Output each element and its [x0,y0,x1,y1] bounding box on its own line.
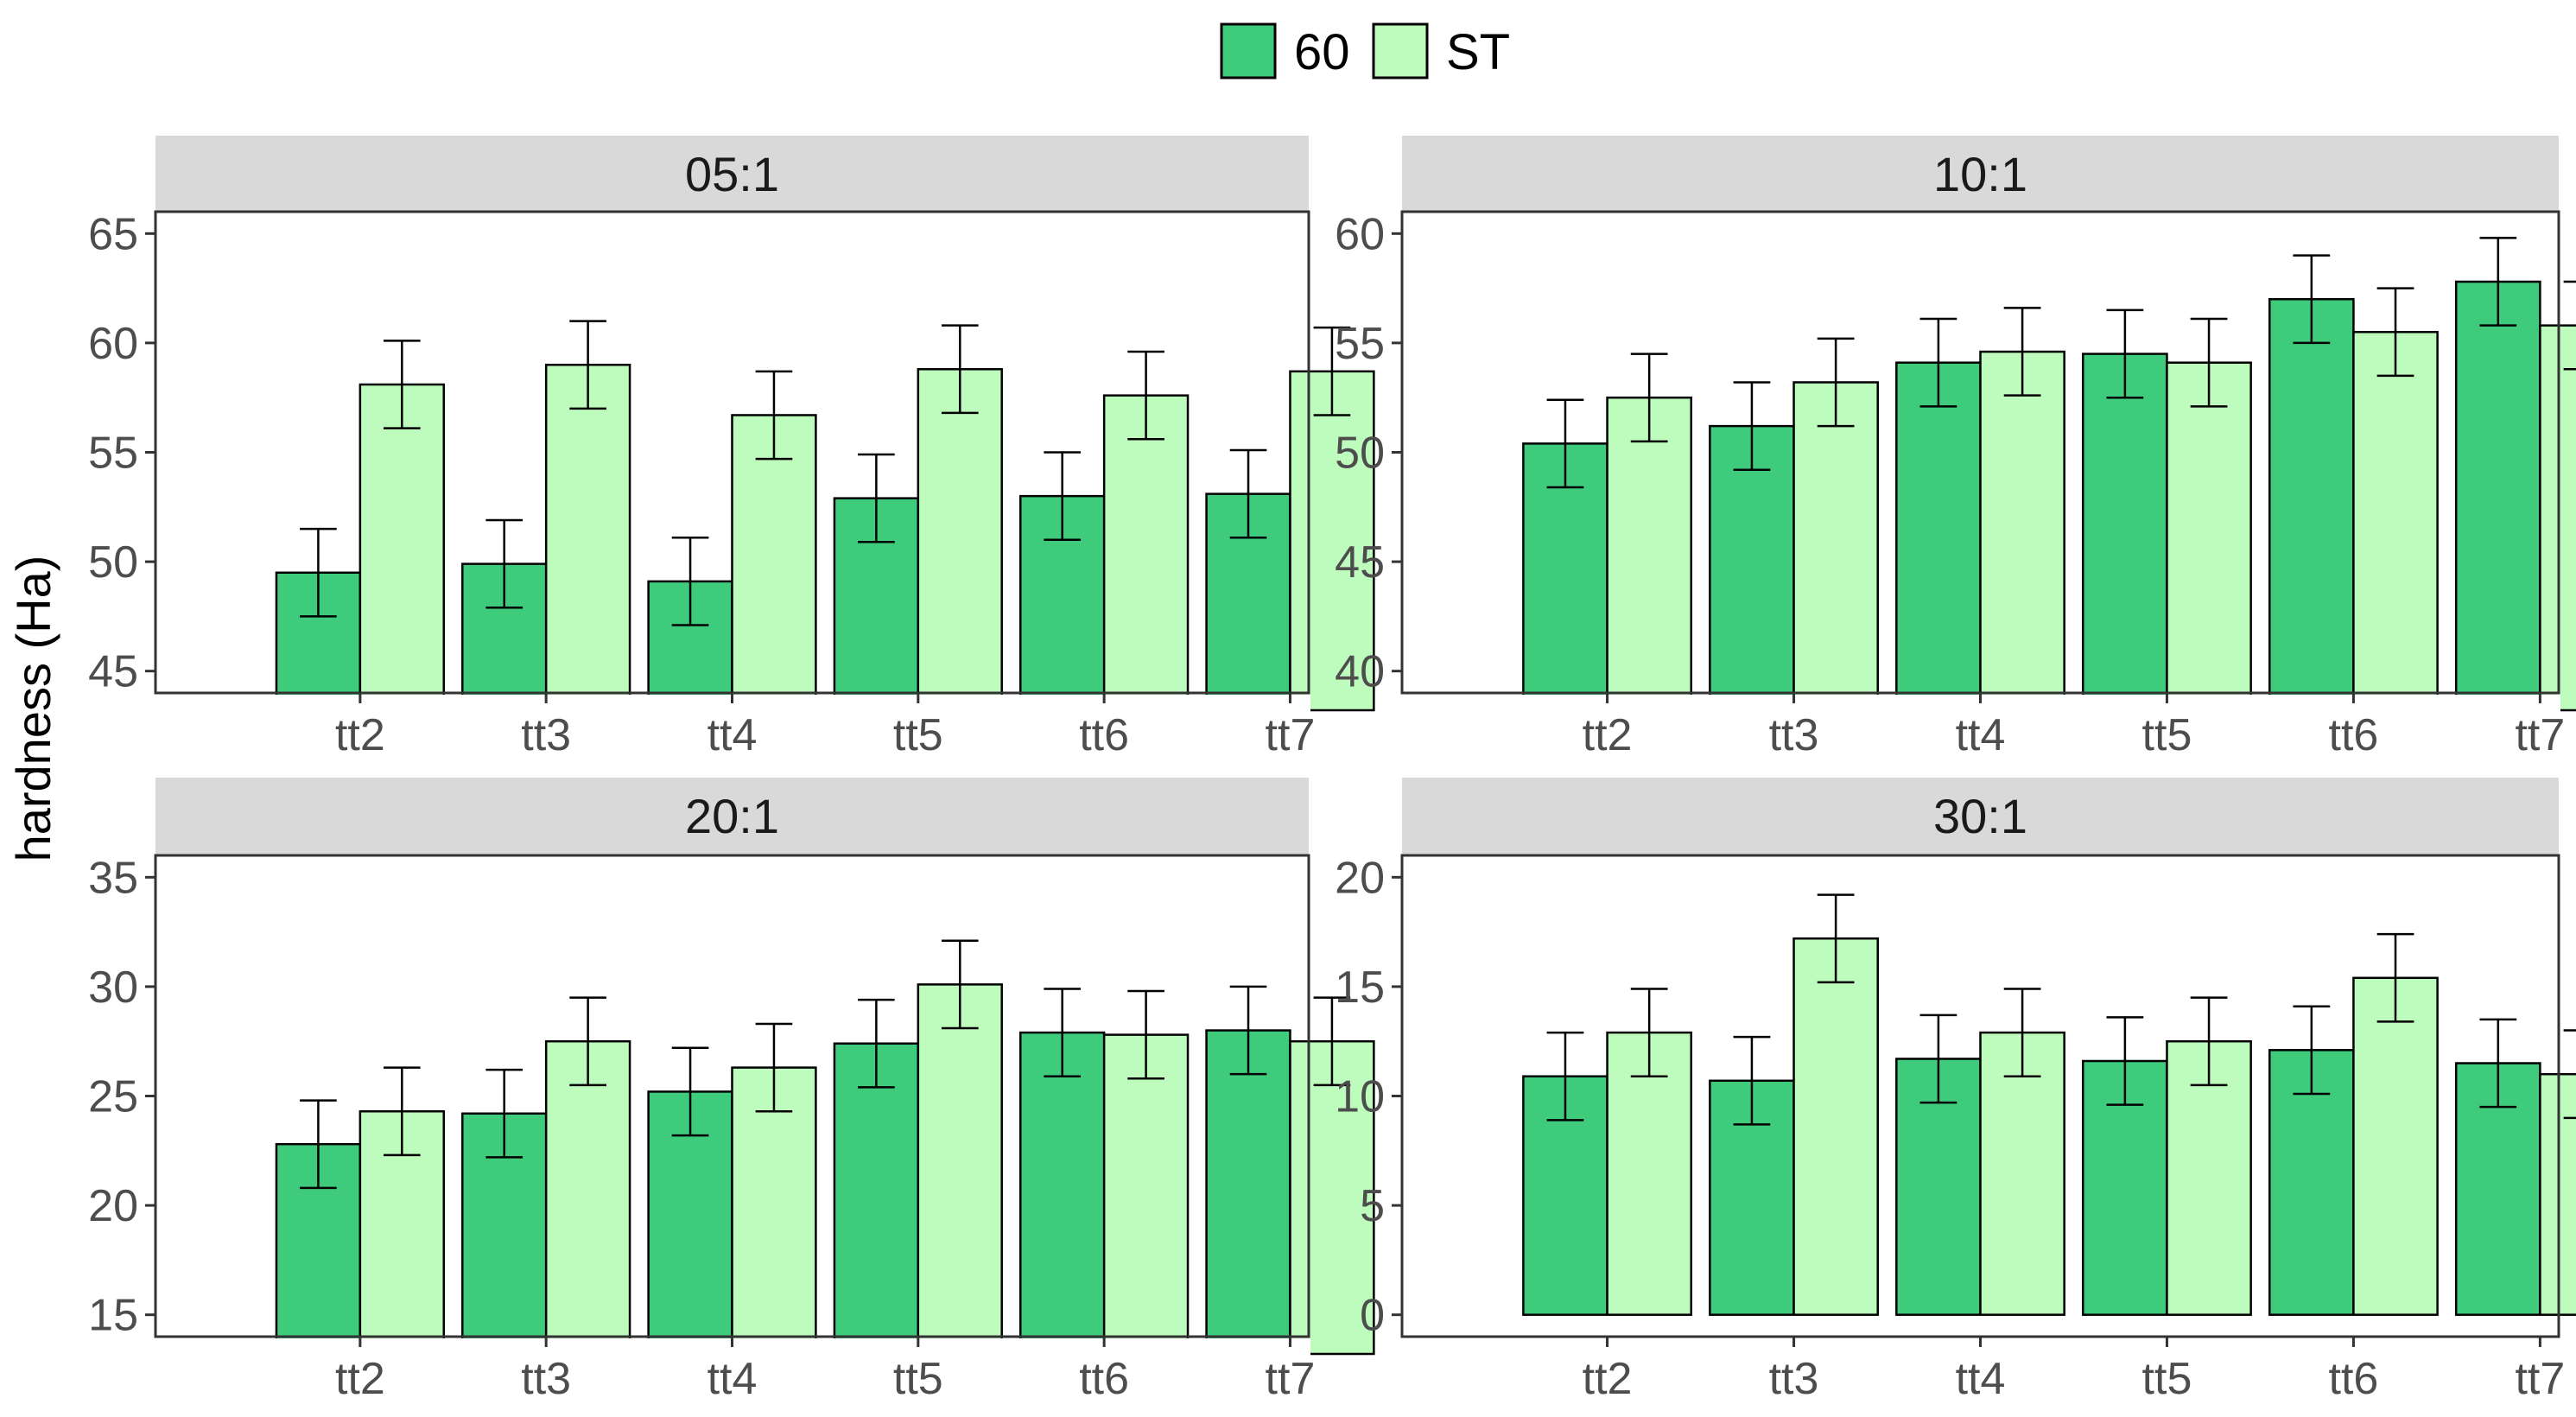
bar-ST-tt6 [2352,976,2439,1316]
y-tick-label: 15 [88,1291,138,1341]
y-tick-label: 5 [1360,1181,1385,1231]
bar-ST-tt6 [2352,331,2439,712]
x-tick-label: tt3 [521,710,571,760]
y-tick-label: 50 [88,537,138,588]
y-tick-label: 55 [88,429,138,479]
panel-2: 10:1 40 45 50 55 60 tt2 tt3 tt4 tt5 tt6 tt7 [1335,136,2576,760]
bar-60-tt7 [1205,1029,1291,1356]
y-tick-label: 35 [88,853,138,903]
y-tick-label: 60 [1335,209,1385,259]
bar-60-tt3 [1709,424,1795,712]
bar-60-tt7 [2454,280,2541,712]
bar-ST-tt5 [2166,361,2252,712]
x-tick-label: tt6 [2329,710,2379,760]
x-tick-label: tt4 [707,710,758,760]
x-tick-label: tt5 [2142,710,2192,760]
bar-ST-tt5 [917,983,1003,1356]
panel-1: 05:1 45 50 55 60 65 tt2 tt3 tt4 tt5 tt6 tt7 [88,136,1375,760]
x-tick-label: tt3 [1769,1354,1819,1404]
bar-ST-tt4 [731,1066,817,1356]
bar-60-tt5 [2082,353,2168,712]
facet-title: 05:1 [685,147,779,201]
bar-ST-tt3 [544,1039,631,1356]
y-tick-label: 65 [88,209,138,259]
legend-key-ST [1372,22,1429,79]
x-tick-label: tt2 [335,1354,385,1404]
y-tick-label: 55 [1335,319,1385,369]
x-tick-label: tt2 [335,710,385,760]
x-tick-label: tt5 [2142,1354,2192,1404]
bar-60-tt4 [1895,361,1982,712]
x-tick-label: tt6 [1079,710,1129,760]
x-tick-label: tt3 [521,1354,571,1404]
y-tick-label: 45 [1335,537,1385,588]
y-tick-label: 20 [1335,853,1385,903]
x-tick-label: tt7 [1266,1354,1316,1404]
y-tick-label: 40 [1335,647,1385,697]
x-tick-label: tt2 [1583,1354,1633,1404]
facet-title: 20:1 [685,789,779,843]
bar-ST-tt4 [1979,350,2065,712]
bar-ST-tt6 [1102,1033,1190,1356]
bar-ST-tt5 [917,368,1003,712]
bar-ST-tt2 [1606,396,1693,712]
panel-3: 20:1 15 20 25 30 35 tt2 tt3 tt4 tt5 tt6 tt7 [88,778,1375,1404]
x-tick-label: tt6 [1079,1354,1129,1404]
bar-ST-tt7 [1289,370,1375,712]
y-axis-label: hardness (Ha) [6,556,60,862]
y-tick-label: 30 [88,963,138,1013]
x-tick-label: tt2 [1583,710,1633,760]
facet-title: 10:1 [1933,147,2027,201]
facet-title: 30:1 [1933,789,2027,843]
x-tick-label: tt6 [2329,1354,2379,1404]
bar-ST-tt4 [1979,1031,2065,1316]
y-tick-label: 45 [88,647,138,697]
y-tick-label: 20 [88,1181,138,1231]
x-tick-label: tt5 [893,1354,943,1404]
x-tick-label: tt4 [1956,1354,2006,1404]
bar-ST-tt4 [731,414,817,712]
facet-strip [1402,136,2559,212]
bar-ST-tt3 [1792,381,1879,712]
y-tick-label: 50 [1335,429,1385,479]
y-tick-label: 10 [1335,1072,1385,1122]
x-tick-label: tt7 [2515,1354,2565,1404]
bar-60-tt6 [1019,1031,1106,1356]
x-tick-label: tt4 [1956,710,2006,760]
x-tick-label: tt7 [2515,710,2565,760]
legend: 60 ST [1220,22,1510,80]
bar-ST-tt3 [544,363,631,712]
x-tick-label: tt3 [1769,710,1819,760]
facet-strip [1402,778,2559,855]
x-tick-label: tt4 [707,1354,758,1404]
bar-ST-tt3 [1792,937,1879,1316]
facet-strip [155,778,1309,855]
y-tick-label: 15 [1335,963,1385,1013]
y-tick-label: 25 [88,1072,138,1122]
bar-ST-tt2 [358,383,445,712]
legend-label-ST: ST [1446,24,1510,80]
bar-ST-tt6 [1102,394,1190,712]
legend-key-60 [1220,22,1277,79]
x-tick-label: tt7 [1266,710,1316,760]
legend-label-60: 60 [1294,24,1350,80]
bar-60-tt5 [833,1042,920,1356]
y-tick-label: 60 [88,319,138,369]
y-tick-label: 0 [1360,1291,1385,1341]
facet-strip [155,136,1309,212]
panel-4: 30:1 0 5 10 15 20 tt2 tt3 tt4 tt5 tt6 tt7 [1335,778,2576,1404]
x-tick-label: tt5 [893,710,943,760]
bar-60-tt6 [2268,298,2355,712]
